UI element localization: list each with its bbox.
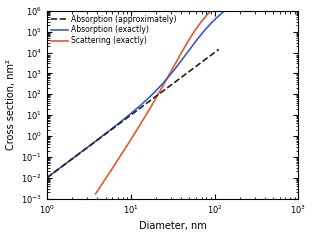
Scattering (exactly) xyxy=(183,45,187,48)
Absorption (approximately) xyxy=(89,143,93,146)
Absorption (approximately) xyxy=(217,48,221,51)
Absorption (exactly) xyxy=(45,176,49,179)
Absorption (approximately) xyxy=(45,176,49,179)
X-axis label: Diameter, nm: Diameter, nm xyxy=(139,221,207,232)
Absorption (approximately) xyxy=(123,118,127,121)
Scattering (exactly) xyxy=(176,58,179,61)
Scattering (exactly) xyxy=(94,192,97,195)
Line: Absorption (approximately): Absorption (approximately) xyxy=(47,49,219,178)
Absorption (approximately) xyxy=(174,80,178,82)
Line: Scattering (exactly): Scattering (exactly) xyxy=(95,0,298,194)
Absorption (approximately) xyxy=(76,154,79,156)
Line: Absorption (exactly): Absorption (exactly) xyxy=(47,0,298,178)
Legend: Absorption (approximately), Absorption (exactly), Scattering (exactly): Absorption (approximately), Absorption (… xyxy=(49,13,178,47)
Absorption (exactly) xyxy=(218,14,222,17)
Absorption (approximately) xyxy=(146,101,150,104)
Absorption (approximately) xyxy=(160,91,163,93)
Y-axis label: Cross section, nm²: Cross section, nm² xyxy=(6,59,16,150)
Absorption (exactly) xyxy=(71,157,75,160)
Scattering (exactly) xyxy=(115,161,118,164)
Absorption (exactly) xyxy=(147,96,150,99)
Absorption (exactly) xyxy=(156,87,159,90)
